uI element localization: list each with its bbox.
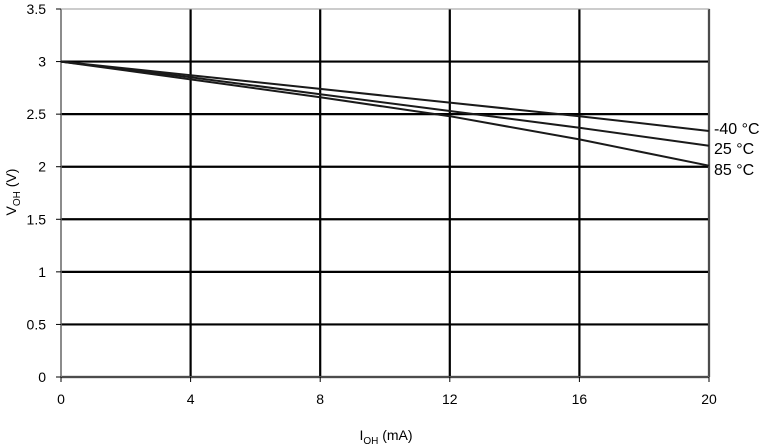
series-lines [60,60,710,167]
y-tick-label: 1 [38,264,46,280]
y-tick-label: 3 [38,54,46,70]
x-axis-title: IOH (mA) [359,427,412,444]
series-labels: -40 °C 25 °C 85 °C [714,121,760,179]
y-axis-ticks: 0 0.5 1 1.5 2 2.5 3 3.5 [27,1,61,385]
x-tick-label: 4 [187,391,195,407]
plot-area-border [60,8,710,378]
series-line-3 [60,60,710,167]
y-tick-label: 0 [38,369,46,385]
x-tick-label: 8 [316,391,324,407]
y-tick-label: 0.5 [27,316,47,332]
series-label-2: 25 °C [714,141,754,158]
series-line-2 [60,60,710,147]
y-tick-label: 3.5 [27,1,47,17]
x-tick-label: 20 [701,391,717,407]
x-axis-ticks: 0 4 8 12 16 20 [57,377,717,407]
y-tick-label: 1.5 [27,211,47,227]
series-line-1 [60,60,710,132]
y-tick-label: 2.5 [27,106,47,122]
x-tick-label: 0 [57,391,65,407]
grid [60,9,711,379]
y-axis-title: VOH (V) [3,169,23,216]
x-tick-label: 12 [442,391,458,407]
series-label-1: -40 °C [714,121,760,138]
x-tick-label: 16 [572,391,588,407]
series-label-3: 85 °C [714,162,754,179]
y-tick-label: 2 [38,159,46,175]
